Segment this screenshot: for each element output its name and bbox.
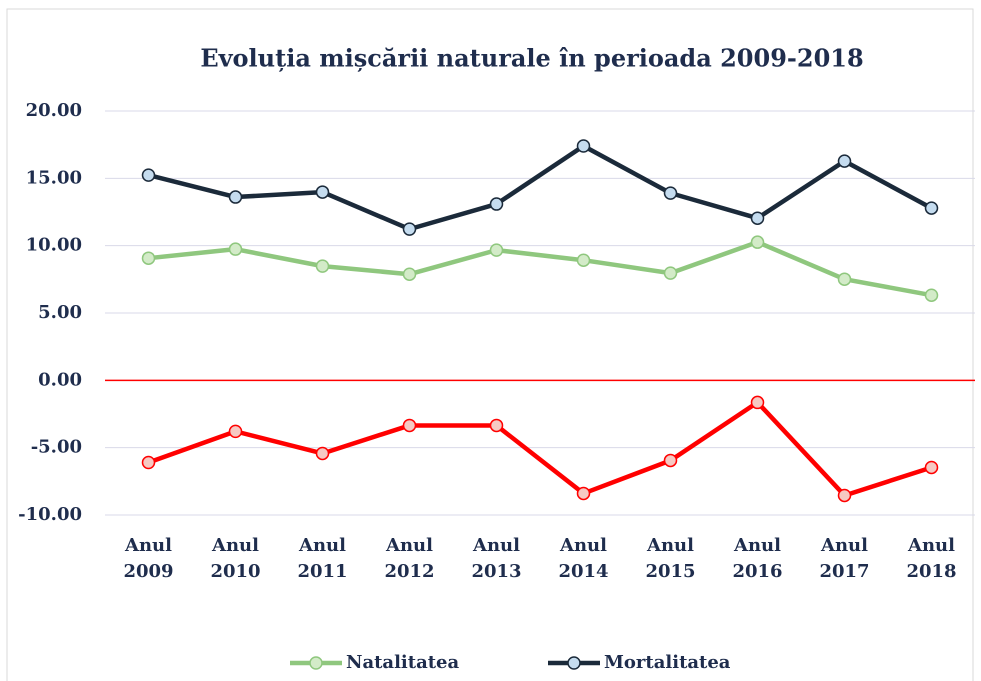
y-tick-label: 15.00 [26, 167, 82, 188]
marker [141, 168, 156, 182]
chart-title: Evoluția mișcării naturale în perioada 2… [200, 44, 863, 73]
legend-label: Natalitatea [346, 652, 460, 673]
y-tick-label: 0.00 [38, 369, 82, 390]
series-line [148, 239, 932, 298]
x-tick-label: Anul 2010 [210, 535, 261, 582]
x-tick-label: Anul 2016 [732, 535, 783, 582]
series-line [147, 400, 933, 498]
legend-marker [309, 656, 323, 670]
marker [924, 288, 939, 302]
x-tick-label: Anul 2017 [819, 535, 870, 582]
marker [837, 272, 852, 286]
marker [750, 235, 765, 249]
marker [315, 446, 330, 461]
x-tick-label: Anul 2013 [471, 535, 522, 582]
marker [924, 460, 939, 475]
marker [576, 486, 591, 501]
marker [228, 242, 243, 256]
marker [489, 197, 504, 211]
x-tick-label: Anul 2018 [906, 535, 957, 582]
marker [837, 488, 852, 503]
x-tick-label: Anul 2009 [123, 535, 174, 582]
marker [315, 185, 330, 199]
marker [924, 201, 939, 215]
marker [837, 154, 852, 168]
marker [228, 190, 243, 204]
marker [489, 418, 504, 433]
x-tick-label: Anul 2015 [645, 535, 696, 582]
marker [315, 259, 330, 273]
marker [402, 418, 417, 433]
marker [489, 243, 504, 257]
legend-marker [567, 656, 581, 670]
marker [141, 455, 156, 470]
marker [663, 453, 678, 468]
x-tick-label: Anul 2011 [297, 535, 348, 582]
marker [402, 267, 417, 281]
marker [141, 251, 156, 265]
marker [576, 253, 591, 267]
chart-border [6, 8, 974, 681]
y-tick-label: -10.00 [18, 504, 82, 525]
marker [576, 139, 591, 153]
marker [750, 211, 765, 225]
x-tick-label: Anul 2012 [384, 535, 435, 582]
legend-label: Mortalitatea [604, 652, 731, 673]
y-tick-label: -5.00 [31, 437, 82, 458]
y-tick-label: 20.00 [26, 100, 82, 121]
y-tick-label: 5.00 [38, 302, 82, 323]
x-tick-label: Anul 2014 [558, 535, 609, 582]
y-tick-label: 10.00 [26, 235, 82, 256]
marker [228, 424, 243, 439]
marker [663, 186, 678, 200]
marker [663, 266, 678, 280]
series-line [147, 143, 933, 232]
marker [402, 222, 417, 236]
marker [750, 395, 765, 410]
